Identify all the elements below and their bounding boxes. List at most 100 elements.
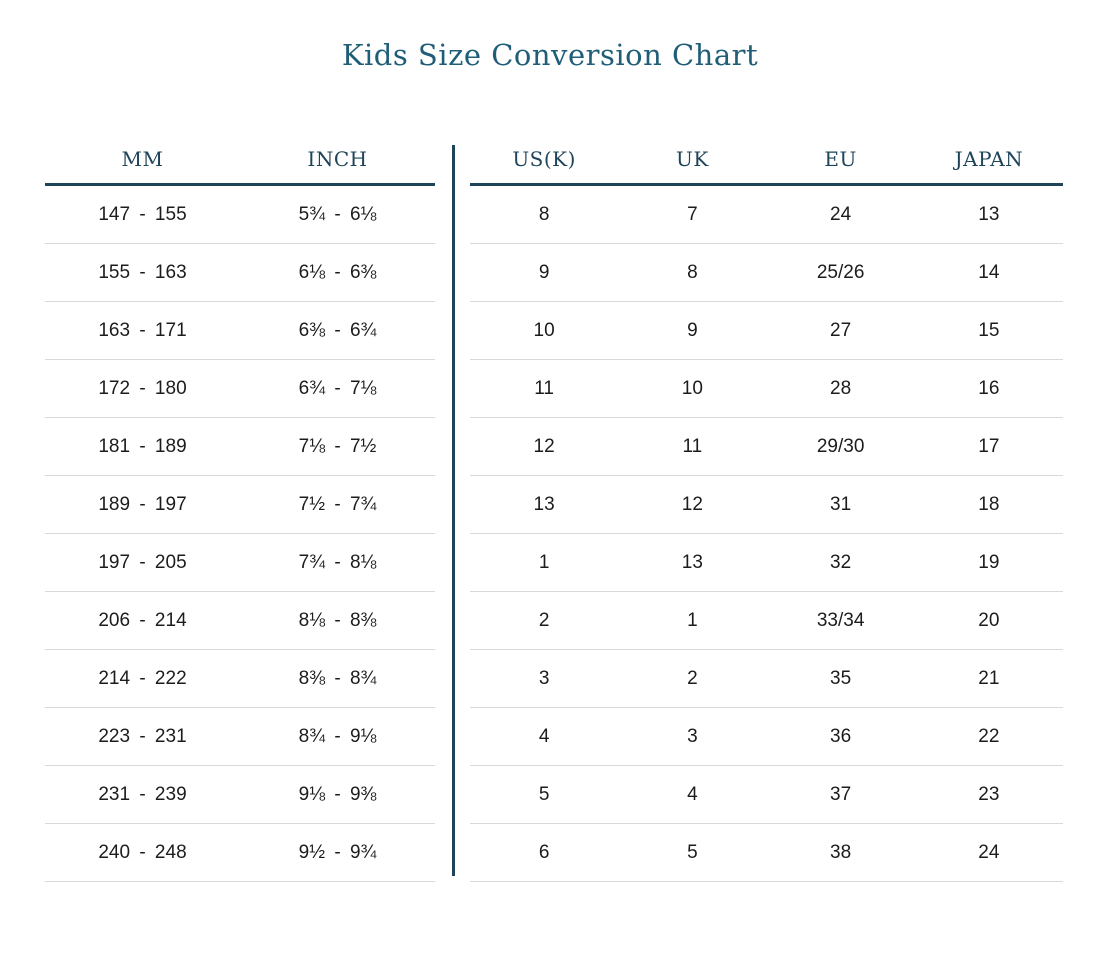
- cell: 23: [978, 783, 1000, 805]
- column-header-uk: UK: [675, 146, 709, 171]
- cell: 189 - 197: [98, 493, 187, 515]
- table-divider: [452, 145, 455, 876]
- table-row: 13 12 31 18: [470, 476, 1063, 534]
- cell: 7¾ - 8⅛: [298, 551, 377, 573]
- table-row: 2 1 33/34 20: [470, 592, 1063, 650]
- cell: 16: [978, 377, 1000, 399]
- cell: 17: [978, 435, 1000, 457]
- table-row: 9 8 25/26 14: [470, 244, 1063, 302]
- table-row: 6 5 38 24: [470, 824, 1063, 882]
- cell: 8⅜ - 8¾: [298, 667, 377, 689]
- cell: 33/34: [816, 609, 865, 631]
- table-row: 206 - 214 8⅛ - 8⅜: [45, 592, 435, 650]
- cell: 29/30: [816, 435, 865, 457]
- cell: 7⅛ - 7½: [298, 435, 377, 457]
- cell: 19: [978, 551, 1000, 573]
- cell: 8¾ - 9⅛: [298, 725, 377, 747]
- cell: 214 - 222: [98, 667, 187, 689]
- table-row: 172 - 180 6¾ - 7⅛: [45, 360, 435, 418]
- cell: 13: [978, 203, 1000, 225]
- cell: 181 - 189: [98, 435, 187, 457]
- cell: 10: [681, 377, 703, 399]
- table-row: 214 - 222 8⅜ - 8¾: [45, 650, 435, 708]
- cell: 20: [978, 609, 1000, 631]
- cell: 27: [830, 319, 852, 341]
- cell: 5¾ - 6⅛: [298, 203, 377, 225]
- cell: 9: [538, 261, 550, 283]
- cell: 14: [978, 261, 1000, 283]
- cell: 11: [682, 435, 703, 457]
- cell: 7: [687, 203, 698, 225]
- cell: 172 - 180: [98, 377, 187, 399]
- cell: 21: [978, 667, 1000, 689]
- cell: 155 - 163: [98, 261, 187, 283]
- cell: 4: [538, 725, 550, 747]
- cell: 11: [534, 377, 554, 399]
- cell: 3: [538, 667, 550, 689]
- cell: 13: [533, 493, 555, 515]
- cell: 24: [830, 203, 852, 225]
- cell: 8⅛ - 8⅜: [298, 609, 377, 631]
- cell: 12: [681, 493, 703, 515]
- mm-inch-table: MM INCH 147 - 155 5¾ - 6⅛ 155 - 163 6⅛ - 6⅜ 16…: [45, 140, 435, 882]
- cell: 1: [687, 609, 698, 631]
- cell: 2: [687, 667, 698, 689]
- cell: 28: [830, 377, 852, 399]
- cell: 9½ - 9¾: [298, 841, 377, 863]
- table-row: 163 - 171 6⅜ - 6¾: [45, 302, 435, 360]
- table-row: 12 11 29/30 17: [470, 418, 1063, 476]
- cell: 25/26: [816, 261, 865, 283]
- cell: 6⅛ - 6⅜: [298, 261, 377, 283]
- cell: 163 - 171: [98, 319, 187, 341]
- cell: 15: [978, 319, 1000, 341]
- cell: 240 - 248: [98, 841, 187, 863]
- table-row: 147 - 155 5¾ - 6⅛: [45, 186, 435, 244]
- cell: 35: [830, 667, 852, 689]
- cell: 231 - 239: [98, 783, 187, 805]
- table-row: 231 - 239 9⅛ - 9⅜: [45, 766, 435, 824]
- table-row: 223 - 231 8¾ - 9⅛: [45, 708, 435, 766]
- cell: 5: [538, 783, 550, 805]
- cell: 24: [978, 841, 1000, 863]
- header-row: MM INCH: [45, 140, 435, 186]
- cell: 13: [681, 551, 703, 573]
- cell: 197 - 205: [98, 551, 187, 573]
- column-header-usk: US(K): [512, 146, 576, 171]
- cell: 6⅜ - 6¾: [298, 319, 377, 341]
- table-row: 240 - 248 9½ - 9¾: [45, 824, 435, 882]
- table-row: 197 - 205 7¾ - 8⅛: [45, 534, 435, 592]
- cell: 3: [687, 725, 698, 747]
- table-row: 3 2 35 21: [470, 650, 1063, 708]
- table-row: 11 10 28 16: [470, 360, 1063, 418]
- table-row: 8 7 24 13: [470, 186, 1063, 244]
- cell: 8: [687, 261, 698, 283]
- cell: 7½ - 7¾: [298, 493, 377, 515]
- cell: 38: [830, 841, 852, 863]
- table-row: 155 - 163 6⅛ - 6⅜: [45, 244, 435, 302]
- international-sizes-table: US(K) UK EU JAPAN 8 7 24 13 9 8 25/26 14 10 9 27 15 11 10…: [470, 140, 1063, 882]
- cell: 18: [978, 493, 1000, 515]
- column-header-inch: INCH: [307, 146, 368, 171]
- cell: 32: [830, 551, 852, 573]
- column-header-mm: MM: [121, 146, 164, 171]
- table-row: 181 - 189 7⅛ - 7½: [45, 418, 435, 476]
- cell: 2: [538, 609, 550, 631]
- cell: 9: [687, 319, 698, 341]
- table-row: 1 13 32 19: [470, 534, 1063, 592]
- cell: 10: [533, 319, 555, 341]
- table-row: 189 - 197 7½ - 7¾: [45, 476, 435, 534]
- cell: 8: [538, 203, 550, 225]
- cell: 6: [538, 841, 550, 863]
- column-header-japan: JAPAN: [954, 146, 1024, 171]
- column-header-eu: EU: [824, 146, 857, 171]
- page-title: Kids Size Conversion Chart: [341, 38, 759, 72]
- cell: 12: [533, 435, 555, 457]
- cell: 1: [538, 551, 550, 573]
- cell: 6¾ - 7⅛: [298, 377, 377, 399]
- table-row: 4 3 36 22: [470, 708, 1063, 766]
- cell: 31: [830, 493, 852, 515]
- cell: 5: [687, 841, 698, 863]
- cell: 206 - 214: [98, 609, 187, 631]
- cell: 37: [830, 783, 852, 805]
